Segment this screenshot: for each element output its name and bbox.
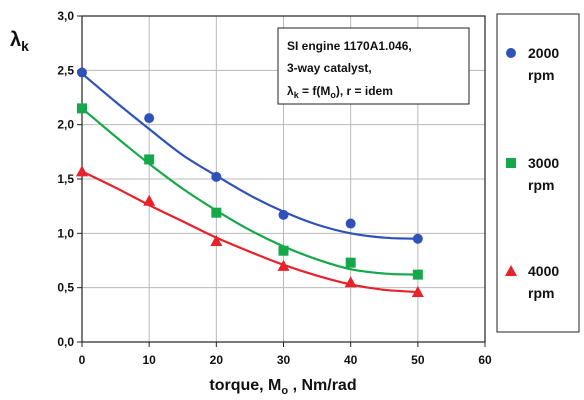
legend-label-2000: 2000 — [528, 45, 559, 61]
x-axis-label: torque, Mo , Nm/rad — [209, 377, 356, 397]
legend-unit-3000: rpm — [528, 177, 554, 193]
fit-curve-4000 — [81, 170, 418, 294]
y-tick-label: 1,5 — [57, 172, 74, 186]
data-point-3000 — [211, 207, 222, 218]
data-point-2000 — [412, 233, 423, 244]
annotation-line-3: λk = f(Mo), r = idem — [287, 84, 393, 100]
y-tick-label: 2,5 — [57, 63, 74, 77]
data-point-4000 — [143, 194, 156, 206]
data-point-3000 — [144, 154, 155, 165]
y-tick-label: 2,0 — [57, 118, 74, 132]
fit-curve-2000 — [81, 72, 418, 240]
legend-label-3000: 3000 — [528, 155, 559, 171]
y-tick-labels: 0,0 0,5 1,0 1,5 2,0 2,5 3,0 — [57, 9, 74, 349]
legend: 2000 rpm 3000 rpm 4000 rpm — [505, 45, 559, 301]
data-markers — [76, 67, 424, 298]
legend-marker-3000 — [506, 158, 516, 168]
x-tick-labels: 0 10 20 30 40 50 60 — [79, 353, 492, 367]
x-tick-label: 20 — [210, 353, 224, 367]
data-point-3000 — [345, 257, 356, 268]
legend-marker-2000 — [506, 48, 516, 58]
x-tick-label: 30 — [277, 353, 291, 367]
data-point-4000 — [76, 165, 88, 177]
legend-marker-4000 — [505, 265, 517, 276]
data-point-4000 — [344, 276, 357, 288]
data-point-2000 — [77, 67, 87, 78]
x-tick-label: 0 — [79, 353, 86, 367]
legend-label-4000: 4000 — [528, 263, 559, 279]
y-axis-label: λk — [10, 29, 29, 54]
plot-frame — [81, 15, 486, 343]
data-point-2000 — [345, 218, 356, 229]
legend-unit-2000: rpm — [528, 67, 554, 83]
data-point-4000 — [411, 286, 424, 298]
y-tick-label: 0,0 — [57, 335, 74, 349]
x-tick-label: 10 — [142, 353, 156, 367]
data-point-4000 — [277, 259, 290, 271]
x-tick-label: 40 — [344, 353, 358, 367]
y-tick-label: 3,0 — [57, 9, 74, 23]
y-tick-label: 0,5 — [57, 281, 74, 295]
fit-curve-3000 — [81, 107, 418, 276]
annotation-line-2: 3-way catalyst, — [287, 61, 372, 75]
data-point-2000 — [144, 113, 155, 124]
data-point-3000 — [77, 103, 87, 114]
data-point-3000 — [278, 245, 289, 256]
data-point-2000 — [278, 209, 289, 220]
x-tick-label: 50 — [411, 353, 425, 367]
x-tick-label: 60 — [478, 353, 492, 367]
y-tick-label: 1,0 — [57, 226, 74, 240]
annotation-box — [277, 27, 470, 105]
legend-unit-4000: rpm — [528, 285, 554, 301]
fit-curves — [81, 72, 418, 294]
legend-box — [496, 13, 580, 333]
data-point-4000 — [210, 234, 223, 246]
data-point-3000 — [412, 269, 423, 280]
annotation-line-1: SI engine 1170A1.046, — [287, 39, 412, 53]
data-point-2000 — [211, 171, 222, 182]
